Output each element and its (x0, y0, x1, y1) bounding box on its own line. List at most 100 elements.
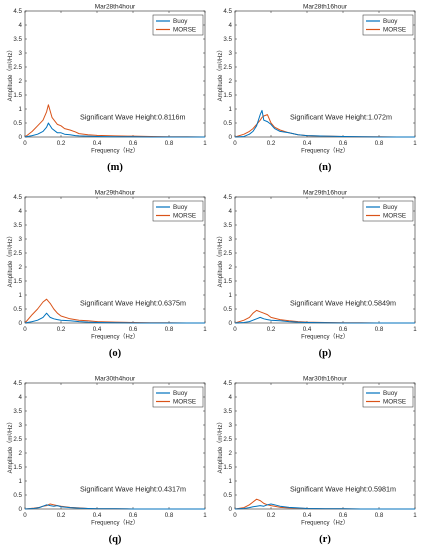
panel-letter: (r) (319, 534, 331, 545)
x-tick-label: 1 (413, 512, 417, 519)
legend-label-buoy: Buoy (383, 18, 398, 25)
y-tick-label: 2.5 (223, 436, 232, 443)
y-tick-label: 4 (19, 208, 23, 215)
y-tick-label: 1 (19, 106, 23, 113)
panel-title: Mar28th16hour (303, 4, 348, 11)
y-tick-label: 0.5 (13, 306, 22, 313)
x-tick-label: 0.6 (129, 326, 138, 333)
x-tick-label: 0.4 (93, 326, 102, 333)
y-tick-label: 2.5 (13, 64, 22, 71)
series-line-morse (24, 104, 206, 138)
x-tick-label: 0.4 (303, 512, 312, 519)
y-tick-label: 3.5 (13, 36, 22, 43)
y-tick-label: 4.5 (13, 8, 22, 15)
y-tick-label: 4 (229, 208, 233, 215)
x-tick-label: 0.8 (375, 140, 384, 147)
panel-letter: (o) (109, 348, 122, 359)
y-tick-label: 2.5 (13, 436, 22, 443)
x-tick-label: 0 (233, 140, 237, 147)
y-tick-label: 4.5 (13, 194, 22, 201)
y-tick-label: 3 (19, 422, 23, 429)
x-tick-label: 1 (203, 512, 207, 519)
legend-label-buoy: Buoy (173, 18, 188, 25)
y-tick-label: 4 (229, 22, 233, 29)
y-tick-label: 1.5 (13, 464, 22, 471)
y-tick-label: 4.5 (223, 194, 232, 201)
y-tick-label: 2 (19, 78, 23, 85)
x-tick-label: 1 (203, 140, 207, 147)
y-tick-label: 0 (229, 506, 233, 513)
y-tick-label: 0 (19, 134, 23, 141)
chart-panel-o: Mar29th4hour 0 0.5 1 1.5 2 2.5 3 3.5 4 4.5 0 0.2 0.4 0… (7, 190, 207, 360)
y-tick-label: 4.5 (223, 8, 232, 15)
legend-label-morse: MORSE (383, 213, 406, 220)
legend-label-morse: MORSE (173, 213, 196, 220)
panel-letter: (m) (107, 162, 123, 173)
y-tick-label: 2 (19, 264, 23, 271)
x-tick-label: 0.2 (57, 512, 66, 519)
y-tick-label: 2 (19, 450, 23, 457)
y-tick-label: 1.5 (13, 92, 22, 99)
wave-height-annotation: Significant Wave Height:0.5981m (290, 484, 396, 493)
y-axis-label: Amplitude（m²/Hz） (7, 47, 14, 102)
y-tick-label: 0 (229, 320, 233, 327)
x-tick-label: 0.2 (267, 326, 276, 333)
x-tick-label: 0.2 (267, 512, 276, 519)
x-axis-label: Frequency（Hz） (301, 148, 349, 155)
legend-label-morse: MORSE (383, 27, 406, 34)
series-line-buoy (24, 122, 205, 138)
y-tick-label: 0 (229, 134, 233, 141)
wave-height-annotation: Significant Wave Height:0.8116m (80, 112, 185, 121)
y-tick-label: 0.5 (223, 492, 232, 499)
y-tick-label: 0.5 (13, 492, 22, 499)
x-tick-label: 0.8 (375, 326, 384, 333)
legend-label-buoy: Buoy (173, 390, 188, 397)
wave-height-annotation: Significant Wave Height:1.072m (290, 112, 392, 121)
y-tick-label: 0.5 (223, 120, 232, 127)
x-tick-label: 1 (203, 326, 207, 333)
y-tick-label: 1 (229, 478, 233, 485)
y-tick-label: 4.5 (13, 380, 22, 387)
y-tick-label: 1 (19, 292, 23, 299)
x-tick-label: 0.4 (303, 140, 312, 147)
y-tick-label: 0 (19, 320, 23, 327)
series-line-buoy (234, 109, 415, 138)
y-tick-label: 0 (19, 506, 23, 513)
x-tick-label: 0 (23, 326, 27, 333)
x-tick-label: 0.8 (375, 512, 384, 519)
series-line-buoy (24, 504, 205, 510)
y-tick-label: 3.5 (223, 408, 232, 415)
y-tick-label: 4 (19, 394, 23, 401)
x-tick-label: 0.4 (303, 326, 312, 333)
y-tick-label: 3 (229, 236, 233, 243)
chart-panel-r: Mar30th16hour 0 0.5 1 1.5 2 2.5 3 3.5 4 4.5 0 0.2 0.4… (217, 376, 417, 546)
x-tick-label: 0.2 (267, 140, 276, 147)
legend-label-morse: MORSE (173, 399, 196, 406)
y-tick-label: 3 (19, 50, 23, 57)
y-tick-label: 4 (19, 22, 23, 29)
y-tick-label: 4.5 (223, 380, 232, 387)
y-tick-label: 1.5 (223, 278, 232, 285)
panel-title: Mar30th4hour (95, 376, 136, 383)
x-tick-label: 0.6 (129, 512, 138, 519)
chart-panel-p: Mar29th16hour 0 0.5 1 1.5 2 2.5 3 3.5 4 4.5 0 0.2 0.4… (217, 190, 417, 360)
y-tick-label: 2.5 (223, 64, 232, 71)
x-tick-label: 1 (413, 326, 417, 333)
panel-letter: (p) (319, 348, 332, 359)
y-tick-label: 1 (229, 292, 233, 299)
legend-label-buoy: Buoy (173, 204, 188, 211)
y-tick-label: 2.5 (223, 250, 232, 257)
y-tick-label: 0.5 (13, 120, 22, 127)
panel-letter: (q) (109, 534, 122, 545)
panel-title: Mar29th4hour (95, 190, 136, 197)
series-line-buoy (234, 503, 415, 510)
x-tick-label: 0.4 (93, 140, 102, 147)
panel-title: Mar28th4hour (95, 4, 136, 11)
legend-label-buoy: Buoy (383, 204, 398, 211)
wave-height-annotation: Significant Wave Height:0.4317m (80, 484, 186, 493)
legend-label-morse: MORSE (383, 399, 406, 406)
y-tick-label: 1 (229, 106, 233, 113)
y-tick-label: 1 (19, 478, 23, 485)
y-tick-label: 3.5 (13, 222, 22, 229)
